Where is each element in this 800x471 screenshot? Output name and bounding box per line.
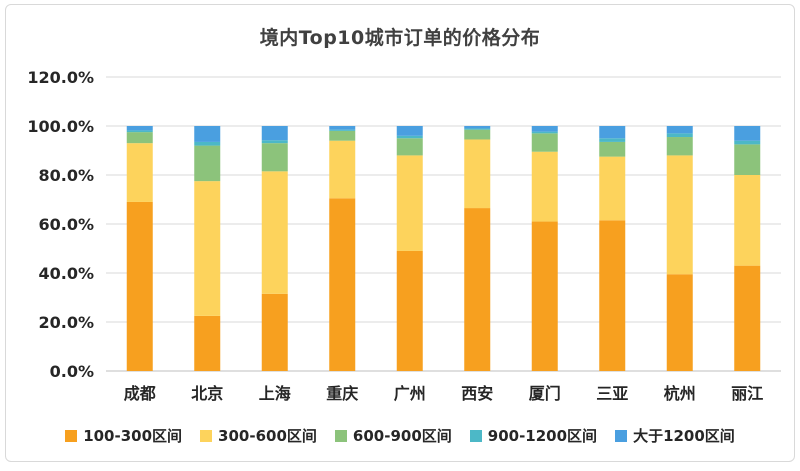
bar-segment (464, 208, 491, 371)
bar-segment (261, 293, 288, 371)
bar-segment (261, 126, 288, 141)
bar-segment (126, 132, 153, 144)
chart-legend: 100-300区间 300-600区间 600-900区间 900-1200区间 大于1… (6, 425, 794, 446)
bar-segment (734, 144, 761, 175)
legend-item: 600-900区间 (334, 425, 452, 446)
legend-swatch (65, 429, 78, 442)
bar-segment (599, 138, 626, 142)
bar-segment (329, 126, 356, 130)
bar-segment (666, 126, 693, 134)
x-tick-label: 西安 (461, 384, 493, 403)
x-tick-label: 广州 (394, 384, 426, 403)
bar-segment (329, 129, 356, 131)
bar-segment (734, 140, 761, 145)
bar-segment (734, 265, 761, 371)
x-tick-label: 北京 (191, 384, 223, 403)
x-tick-label: 三亚 (596, 384, 628, 403)
bar-segment (599, 141, 626, 157)
y-tick-label: 80.0% (38, 166, 94, 185)
bar-segment (531, 221, 558, 371)
y-tick-label: 20.0% (38, 313, 94, 332)
y-tick-label: 0.0% (50, 362, 94, 381)
legend-label: 100-300区间 (83, 427, 183, 445)
legend-label: 大于1200区间 (633, 427, 735, 445)
bar-segment (194, 126, 221, 142)
bar-segment (666, 133, 693, 138)
bar-segment (329, 130, 356, 141)
bar-segment (126, 126, 153, 131)
bar-segment (261, 171, 288, 294)
legend-swatch (615, 429, 628, 442)
bar-segment (531, 133, 558, 152)
y-tick-label: 120.0% (27, 68, 94, 87)
bar-segment (329, 140, 356, 199)
bar-segment (194, 315, 221, 371)
bar-segment (666, 274, 693, 371)
bar-segment (396, 138, 423, 156)
bar-segment (329, 198, 356, 371)
legend-item: 900-1200区间 (469, 425, 598, 446)
bar-segment (396, 126, 423, 136)
bar-segment (396, 155, 423, 251)
legend-item: 100-300区间 (65, 425, 182, 446)
chart-plot: 0.0% 20.0% 40.0% 60.0% 80.0% 100.0% 120.0% 成都 北京… (27, 68, 781, 403)
x-tick-label: 重庆 (326, 384, 358, 403)
bar-segment (464, 128, 491, 130)
bar-segment (666, 155, 693, 275)
legend-swatch (200, 429, 213, 442)
legend-item: 300-600区间 (200, 425, 317, 446)
bar-segment (464, 126, 491, 129)
bar-segment (531, 151, 558, 222)
y-tick-label: 60.0% (38, 215, 94, 234)
legend-swatch (469, 429, 482, 442)
bar-segment (126, 130, 153, 133)
bar-segment (194, 141, 221, 146)
bar-segment (666, 137, 693, 156)
bar-segment (599, 126, 626, 139)
bar-segment (531, 126, 558, 132)
bar-segment (194, 181, 221, 316)
y-tick-label: 100.0% (27, 117, 94, 136)
legend-item: 大于1200区间 (615, 425, 735, 446)
bar-segment (599, 156, 626, 221)
bar-segment (261, 140, 288, 144)
legend-label: 300-600区间 (218, 427, 317, 445)
bar-segment (734, 175, 761, 266)
bar-segment (126, 201, 153, 371)
legend-label: 900-1200区间 (487, 427, 598, 445)
x-tick-label: 丽江 (731, 384, 763, 403)
bar-segment (396, 250, 423, 371)
bar-segment (464, 139, 491, 209)
chart-title: 境内Top10城市订单的价格分布 (259, 27, 541, 49)
x-tick-label: 上海 (259, 384, 291, 403)
legend-swatch (334, 429, 347, 442)
bar-segment (396, 135, 423, 139)
bar-segment (734, 126, 761, 141)
x-tick-label: 厦门 (529, 384, 561, 403)
legend-label: 600-900区间 (352, 427, 452, 445)
bar-segment (194, 145, 221, 182)
x-tick-label: 杭州 (664, 384, 696, 403)
chart-frame: 境内Top10城市订单的价格分布 0.0% 20.0% 40.0% 60.0% 80.0… (5, 4, 795, 462)
bar-segment (599, 220, 626, 371)
bar-segment (531, 131, 558, 134)
bar-segment (261, 143, 288, 172)
y-tick-label: 40.0% (38, 264, 94, 283)
x-tick-label: 成都 (124, 384, 156, 403)
bar-segment (464, 129, 491, 140)
bar-segment (126, 143, 153, 202)
